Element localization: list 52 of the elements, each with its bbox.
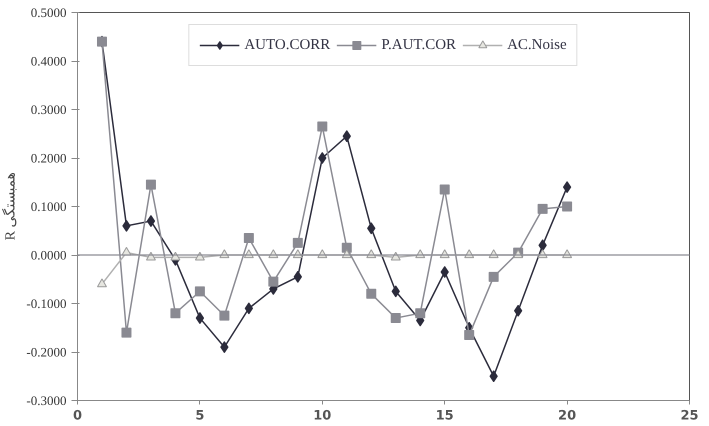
point xyxy=(562,181,572,194)
y-tick-label: -0.3000 xyxy=(26,393,67,408)
point xyxy=(318,152,326,164)
x-tick-label: 25 xyxy=(680,408,699,424)
x-tick-label: 10 xyxy=(313,408,332,424)
point xyxy=(122,220,131,232)
point xyxy=(244,233,254,244)
point xyxy=(292,238,303,248)
y-tick-label: 0.3000 xyxy=(30,102,66,117)
point xyxy=(390,313,401,324)
point xyxy=(121,328,132,338)
point xyxy=(220,341,229,354)
point xyxy=(440,184,450,195)
point xyxy=(366,288,376,299)
point xyxy=(194,286,205,296)
point xyxy=(146,180,156,190)
point xyxy=(488,272,499,282)
point xyxy=(538,239,547,252)
point xyxy=(170,252,180,261)
point xyxy=(170,308,180,318)
point xyxy=(96,278,107,288)
point xyxy=(146,215,156,228)
point xyxy=(538,204,548,214)
point xyxy=(514,304,522,317)
y-tick-label: 0.1000 xyxy=(30,199,66,214)
y-tick-label: 0.0000 xyxy=(30,248,66,262)
legend-label: P.AUT.COR xyxy=(381,36,456,54)
point xyxy=(415,308,426,318)
point xyxy=(146,252,156,261)
point xyxy=(317,121,328,132)
y-tick-label: 0.4000 xyxy=(30,54,66,68)
point xyxy=(194,252,205,261)
point xyxy=(342,242,352,253)
y-tick-label: 0.5000 xyxy=(30,5,66,20)
y-axis-title: R همبستگی xyxy=(1,172,18,240)
y-tick-label: -0.1000 xyxy=(26,296,67,311)
point xyxy=(219,310,230,321)
x-tick-label: 20 xyxy=(558,408,576,424)
y-tick-label: -0.2000 xyxy=(26,344,67,360)
point xyxy=(244,302,254,314)
point xyxy=(196,312,204,324)
point xyxy=(268,276,278,287)
point xyxy=(464,330,474,340)
x-tick-label: 5 xyxy=(195,408,204,424)
y-tick-label: 0.2000 xyxy=(30,150,66,166)
legend-label: AUTO.CORR xyxy=(244,36,330,54)
legend-label: AC.Noise xyxy=(507,36,567,54)
point xyxy=(390,252,401,261)
x-tick-label: 15 xyxy=(436,408,454,424)
point xyxy=(562,202,572,212)
x-tick-label: 0 xyxy=(72,408,82,424)
point xyxy=(489,370,498,382)
